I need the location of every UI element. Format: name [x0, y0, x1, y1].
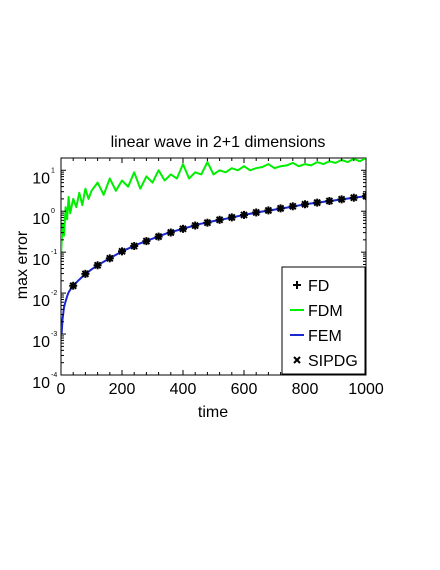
- y-tick-label-base: 10: [32, 334, 50, 351]
- x-tick-label: 1000: [348, 381, 384, 398]
- sipdg-point: [167, 228, 175, 237]
- x-tick-label: 200: [109, 381, 136, 398]
- fd-point: [362, 192, 366, 201]
- y-tick-label-exponent: 0: [51, 208, 55, 215]
- sipdg-point: [337, 195, 346, 204]
- x-axis-ticks: 0 200 400 600 800 1000: [57, 158, 384, 398]
- x-tick-label: 400: [170, 381, 197, 398]
- legend-label-fdm: FDM: [308, 303, 343, 320]
- sipdg-point: [81, 270, 90, 278]
- legend-marker-sipdg: [293, 356, 301, 364]
- sipdg-point: [240, 211, 248, 219]
- sipdg-point: [106, 254, 114, 263]
- sipdg-point: [69, 282, 77, 290]
- sipdg-point: [130, 242, 138, 250]
- sipdg-point: [228, 213, 236, 222]
- sipdg-point: [264, 206, 273, 215]
- x-axis-label: time: [198, 404, 228, 421]
- legend-label-fd: FD: [308, 278, 329, 295]
- y-tick-label-exponent: -4: [51, 372, 57, 379]
- y-tick-label-exponent: -2: [51, 290, 57, 297]
- sipdg-point: [118, 247, 126, 256]
- sipdg-point: [203, 218, 212, 227]
- chart-title: linear wave in 2+1 dimensions: [111, 134, 326, 151]
- legend-swatch-sipdg: [293, 356, 301, 364]
- x-tick-label: 600: [231, 381, 258, 398]
- sipdg-point: [362, 192, 366, 200]
- y-tick-label-base: 10: [32, 211, 50, 228]
- sipdg-point: [215, 216, 224, 224]
- y-tick-label-exponent: -1: [51, 249, 57, 256]
- plot-area: [60, 157, 367, 376]
- legend-swatch-fd: [293, 281, 301, 289]
- legend-label-sipdg: SIPDG: [308, 353, 358, 370]
- x-tick-label: 0: [57, 381, 66, 398]
- y-tick-label-base: 10: [32, 375, 50, 392]
- sipdg-point: [301, 200, 309, 208]
- x-tick-label: 800: [292, 381, 319, 398]
- sipdg-point: [289, 202, 297, 211]
- sipdg-point: [154, 232, 163, 241]
- fdm-series-line: [61, 158, 366, 257]
- legend-marker-fd: [293, 281, 301, 289]
- y-tick-label-base: 10: [32, 170, 50, 187]
- sipdg-point: [142, 237, 151, 245]
- y-tick-label-exponent: -3: [51, 331, 57, 338]
- sipdg-point: [252, 208, 260, 217]
- y-axis-label: max error: [14, 230, 31, 299]
- y-tick-label-base: 10: [32, 293, 50, 310]
- sipdg-point: [276, 204, 285, 213]
- y-tick-label-base: 10: [32, 252, 50, 269]
- y-tick-label-exponent: 1: [51, 167, 55, 174]
- legend-label-fem: FEM: [308, 328, 342, 345]
- sipdg-point: [93, 261, 102, 269]
- sipdg-point: [179, 225, 187, 233]
- sipdg-point: [191, 221, 199, 230]
- sipdg-point: [325, 197, 334, 205]
- sipdg-point: [350, 194, 358, 202]
- legend: FD FDM FEM SIPDG: [281, 266, 366, 375]
- sipdg-point: [313, 198, 321, 207]
